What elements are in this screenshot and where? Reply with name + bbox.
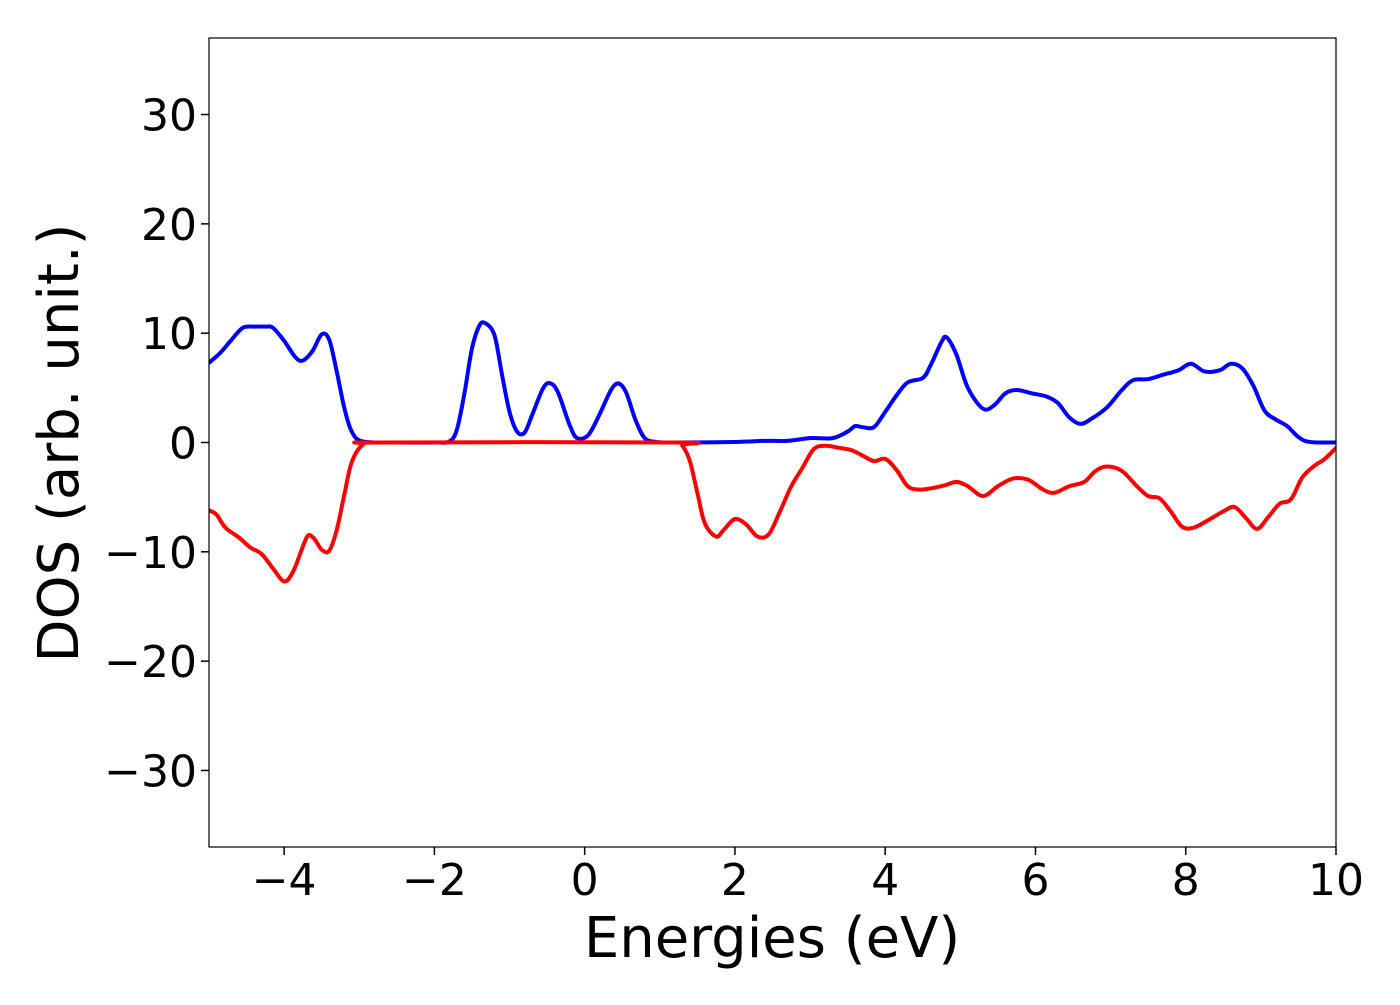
x-axis-label: Energies (eV) [584, 906, 960, 971]
series-layer [209, 320, 1336, 584]
y-tick-label: −30 [104, 746, 197, 797]
x-tick-label: 2 [721, 855, 749, 906]
x-tick-label: −4 [252, 855, 317, 906]
x-axis: −4 −2 0 2 4 6 8 10 [252, 847, 1364, 906]
y-axis: −30 −20 −10 0 10 20 30 [104, 91, 209, 797]
y-tick-label: 20 [141, 200, 197, 251]
y-tick-label: 0 [169, 419, 197, 470]
series-line-red [209, 440, 1336, 584]
y-tick-label: −20 [104, 637, 197, 688]
x-tick-label: 10 [1308, 855, 1364, 906]
x-tick-label: 0 [571, 855, 599, 906]
y-axis-label: DOS (arb. unit.) [27, 223, 92, 662]
x-tick-label: 4 [871, 855, 899, 906]
y-tick-label: −10 [104, 528, 197, 579]
y-tick-label: 30 [141, 91, 197, 142]
series-line-blue [209, 320, 1336, 445]
x-tick-label: −2 [402, 855, 467, 906]
x-tick-label: 8 [1172, 855, 1200, 906]
x-tick-label: 6 [1021, 855, 1049, 906]
y-tick-label: 10 [141, 309, 197, 360]
